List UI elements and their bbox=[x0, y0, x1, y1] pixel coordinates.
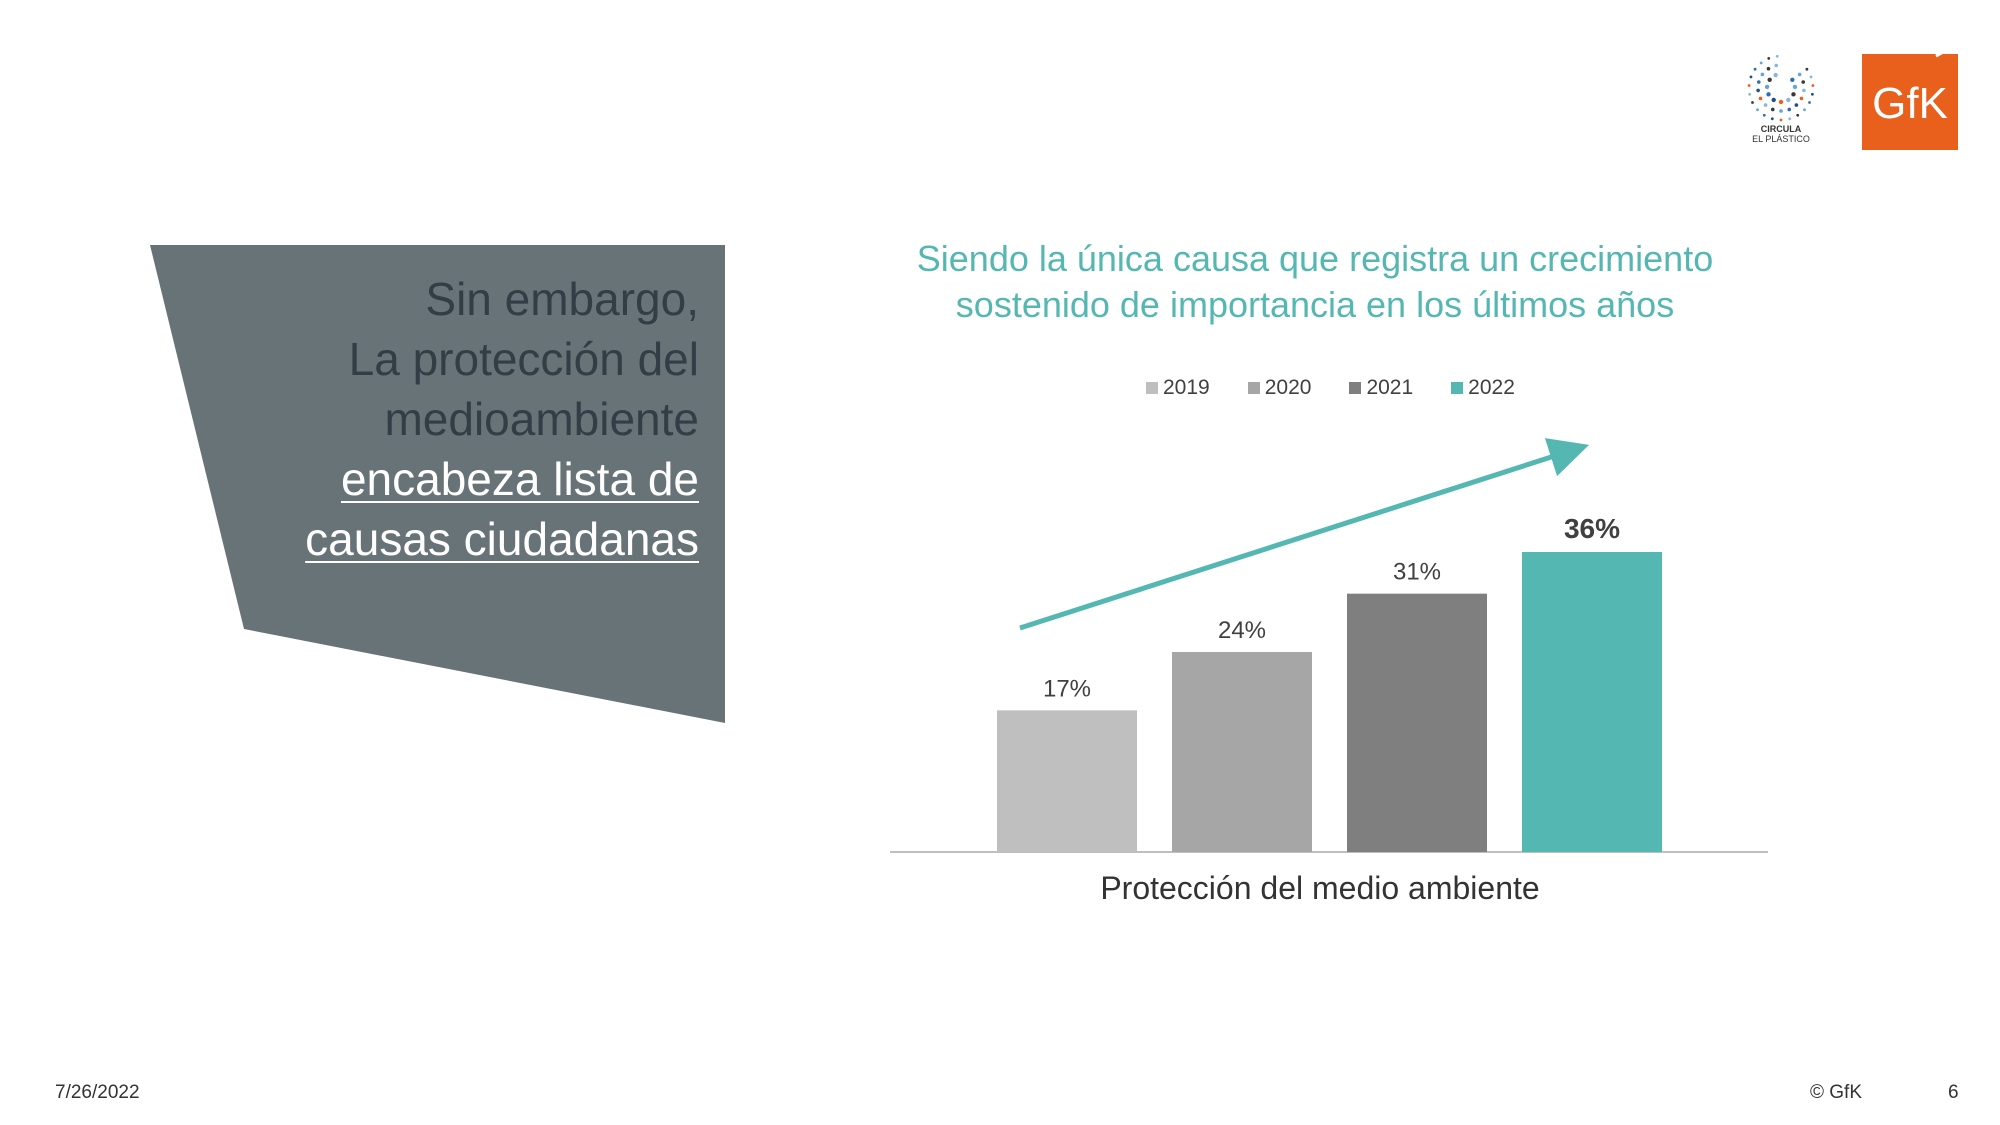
bar-2020 bbox=[1172, 652, 1312, 852]
footer-copyright: © GfK bbox=[1810, 1082, 1863, 1103]
legend-item-2020: 2020 bbox=[1247, 376, 1312, 400]
bar-2022 bbox=[1522, 552, 1662, 852]
gfk-logo-text: GfK bbox=[1872, 79, 1948, 128]
footer-page-number: 6 bbox=[1948, 1082, 1959, 1103]
category-label: Protección del medio ambiente bbox=[1100, 870, 1540, 906]
circula-logo-subtext: EL PLÁSTICO bbox=[1752, 134, 1810, 144]
chart-legend: 2019 2020 2021 2022 bbox=[1146, 376, 1515, 400]
data-label-2020: 24% bbox=[1218, 617, 1266, 644]
footer-date: 7/26/2022 bbox=[55, 1082, 140, 1103]
trend-arrow bbox=[1019, 438, 1590, 631]
legend-swatch-2019 bbox=[1146, 382, 1158, 394]
headline-line-2: La protección del bbox=[348, 333, 699, 385]
circula-logo-text: CIRCULA bbox=[1760, 124, 1802, 134]
legend-swatch-2022 bbox=[1451, 382, 1464, 394]
bar-2019 bbox=[997, 710, 1137, 852]
panel-shape bbox=[150, 245, 725, 723]
data-label-2022: 36% bbox=[1564, 513, 1620, 544]
legend-label-2022: 2022 bbox=[1468, 376, 1515, 399]
circula-dots-icon bbox=[1747, 54, 1815, 122]
legend-label-2021: 2021 bbox=[1366, 376, 1414, 399]
legend-item-2021: 2021 bbox=[1349, 376, 1413, 400]
chart-title: Siendo la única causa que registra un cr… bbox=[880, 236, 1750, 328]
headline-highlight-1: encabeza lista de bbox=[340, 453, 699, 505]
bar-2021 bbox=[1347, 593, 1487, 852]
legend-item-2019: 2019 bbox=[1146, 376, 1210, 400]
legend-label-2020: 2020 bbox=[1264, 376, 1312, 399]
gfk-logo: GfK bbox=[1862, 54, 1958, 150]
data-label-2021: 31% bbox=[1393, 559, 1441, 586]
headline-text: Sin embargo, La protección del medioambi… bbox=[159, 269, 699, 569]
logo-area: CIRCULA EL PLÁSTICO GfK bbox=[1736, 54, 1958, 150]
headline-highlight-2: causas ciudadanas bbox=[305, 513, 699, 565]
legend-item-2022: 2022 bbox=[1451, 376, 1515, 400]
headline-line-1: Sin embargo, bbox=[425, 273, 699, 325]
legend-label-2019: 2019 bbox=[1163, 376, 1210, 399]
legend-swatch-2021 bbox=[1349, 382, 1362, 394]
circula-logo: CIRCULA EL PLÁSTICO bbox=[1736, 54, 1826, 150]
chart-title-line-2: sostenido de importancia en los últimos … bbox=[955, 284, 1675, 325]
legend-swatch-2020 bbox=[1247, 382, 1260, 394]
headline-line-3: medioambiente bbox=[384, 393, 699, 445]
chart-title-line-1: Siendo la única causa que registra un cr… bbox=[916, 238, 1714, 279]
data-label-2019: 17% bbox=[1043, 675, 1091, 702]
headline-panel: Sin embargo, La protección del medioambi… bbox=[150, 245, 725, 723]
